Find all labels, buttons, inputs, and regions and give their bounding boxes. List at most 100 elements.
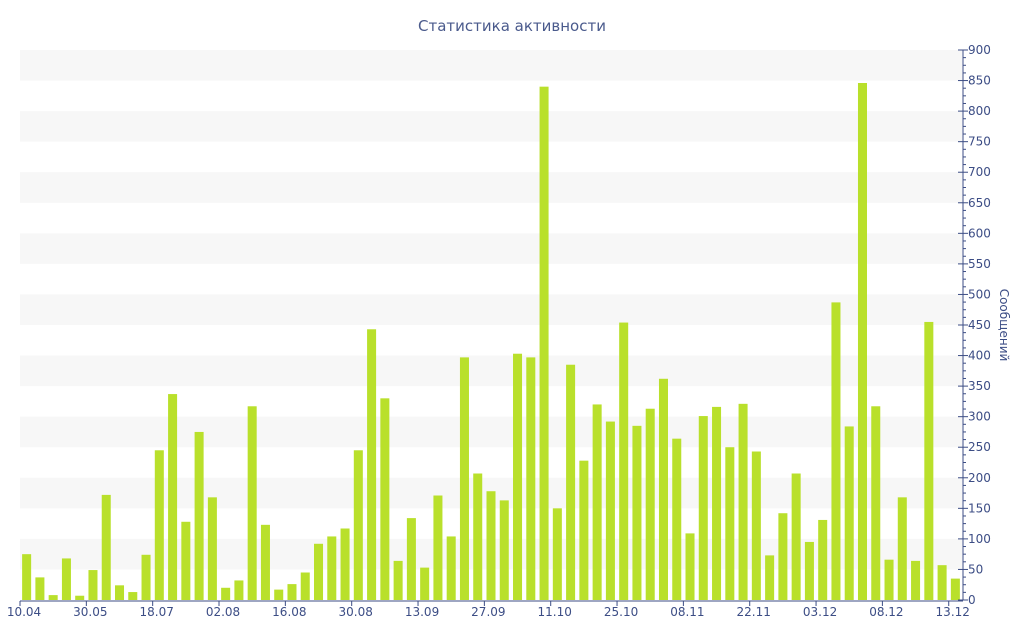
bar xyxy=(712,406,722,600)
bar xyxy=(433,495,443,600)
bar xyxy=(937,565,947,600)
bar xyxy=(287,584,297,600)
bar xyxy=(605,421,615,600)
grid-band xyxy=(20,294,962,325)
bar xyxy=(234,580,244,600)
x-tick-label: 11.10 xyxy=(538,605,572,619)
bar xyxy=(340,528,350,600)
y-tick-label: 550 xyxy=(968,257,991,271)
bar xyxy=(619,322,629,600)
y-tick-label: 850 xyxy=(968,74,991,88)
bar xyxy=(380,398,390,600)
bar xyxy=(260,524,270,600)
bar xyxy=(592,404,602,600)
bar xyxy=(88,570,98,600)
bar xyxy=(526,357,536,600)
bar xyxy=(367,329,377,600)
bar xyxy=(831,302,841,600)
x-tick-label: 03.12 xyxy=(803,605,837,619)
bar xyxy=(645,408,655,600)
bar xyxy=(698,416,708,600)
bar xyxy=(61,558,71,600)
y-tick-label: 800 xyxy=(968,104,991,118)
grid-band xyxy=(20,416,962,448)
y-tick-label: 650 xyxy=(968,196,991,210)
bar xyxy=(778,513,788,600)
bar xyxy=(632,425,642,600)
bar xyxy=(459,357,469,600)
bar xyxy=(725,447,735,600)
bar xyxy=(672,438,682,600)
y-tick-label: 900 xyxy=(968,43,991,57)
bar xyxy=(738,403,748,600)
x-axis: 10.04 30.05 18.07 02.08 16.08 30.08 13.09 27.09… xyxy=(7,600,970,619)
bar xyxy=(765,555,775,600)
bar xyxy=(115,585,125,600)
bar xyxy=(194,431,204,600)
y-tick-label: 750 xyxy=(968,135,991,149)
bar xyxy=(950,578,960,600)
grid-band xyxy=(20,172,962,203)
bar xyxy=(446,536,456,600)
x-tick-label: 13.12 xyxy=(936,605,970,619)
grid-band xyxy=(20,355,962,387)
bar xyxy=(221,587,231,600)
bar xyxy=(884,559,894,600)
bar xyxy=(513,353,523,600)
bar xyxy=(181,521,191,600)
x-tick-label: 30.05 xyxy=(73,605,107,619)
bar xyxy=(22,554,32,600)
bar xyxy=(897,497,907,600)
grid-band xyxy=(20,50,962,81)
x-tick-label: 10.04 xyxy=(7,605,41,619)
x-tick-label: 08.11 xyxy=(670,605,704,619)
x-tick-label: 02.08 xyxy=(206,605,240,619)
bar xyxy=(128,592,138,600)
bar xyxy=(420,567,430,600)
y-tick-label: 200 xyxy=(968,471,991,485)
x-tick-label: 08.12 xyxy=(869,605,903,619)
bar xyxy=(911,560,921,600)
bar xyxy=(473,473,483,600)
chart-title: Статистика активности xyxy=(418,17,606,35)
bar xyxy=(141,554,151,600)
y-axis-title: Сообщений xyxy=(997,289,1011,362)
bar xyxy=(48,595,58,600)
bar xyxy=(353,450,363,600)
bar xyxy=(924,321,934,600)
y-tick-label: 500 xyxy=(968,287,991,301)
y-tick-label: 50 xyxy=(968,562,983,576)
bar xyxy=(486,491,496,600)
y-tick-label: 250 xyxy=(968,440,991,454)
bar xyxy=(579,460,589,600)
bar xyxy=(393,560,403,600)
bar xyxy=(844,426,854,600)
grid-band xyxy=(20,233,962,264)
bar xyxy=(804,541,814,600)
bar xyxy=(154,450,164,600)
grid-band xyxy=(20,111,962,142)
y-tick-label: 300 xyxy=(968,410,991,424)
bar xyxy=(818,519,828,600)
bar xyxy=(247,406,257,600)
bar xyxy=(539,86,549,601)
bar xyxy=(314,543,324,600)
bar xyxy=(75,595,85,600)
bar xyxy=(857,83,867,600)
x-tick-label: 18.07 xyxy=(139,605,173,619)
bar xyxy=(658,378,668,600)
bar xyxy=(685,533,695,600)
x-tick-label: 16.08 xyxy=(272,605,306,619)
bar xyxy=(566,364,576,600)
y-tick-label: 150 xyxy=(968,501,991,515)
bar xyxy=(406,518,416,600)
x-tick-label: 22.11 xyxy=(737,605,771,619)
bar xyxy=(168,394,178,600)
y-tick-label: 700 xyxy=(968,165,991,179)
bar xyxy=(871,406,881,600)
y-tick-label: 400 xyxy=(968,349,991,363)
x-tick-label: 30.08 xyxy=(339,605,373,619)
x-tick-label: 27.09 xyxy=(471,605,505,619)
bar xyxy=(35,577,45,600)
bar xyxy=(751,451,761,600)
